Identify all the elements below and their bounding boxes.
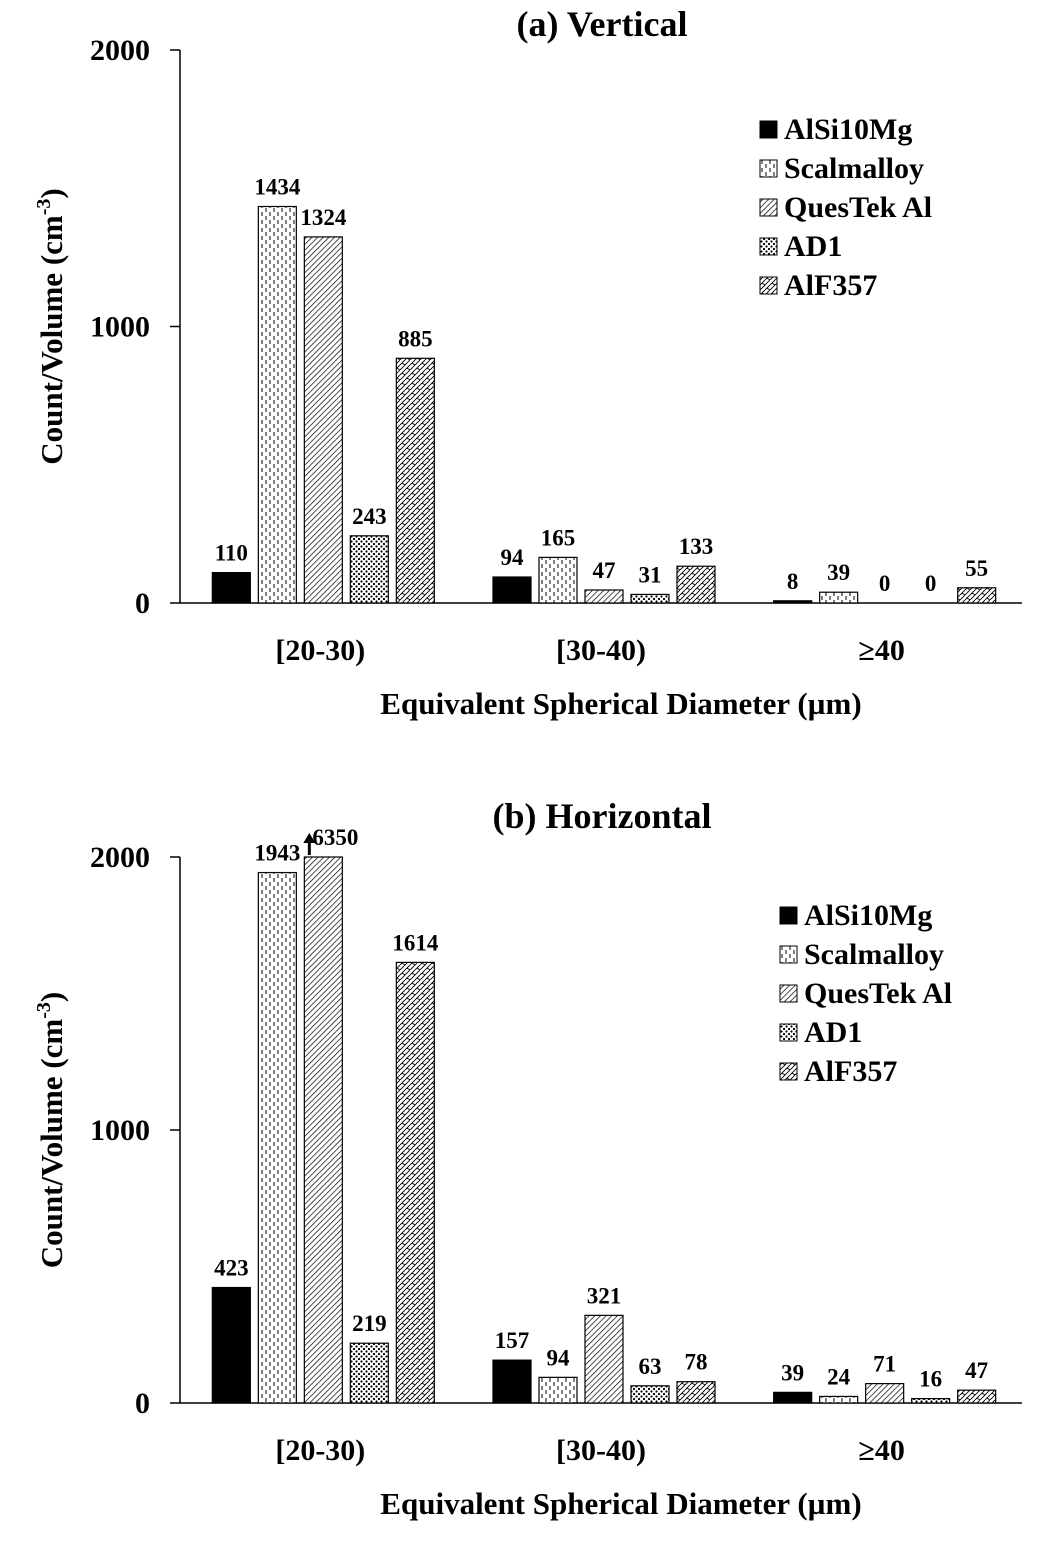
bar-value-label: 8 [787, 569, 799, 594]
bar-value-label: 94 [547, 1345, 571, 1370]
bar [630, 593, 670, 604]
bar-value-label: 219 [352, 1311, 387, 1336]
bar-value-label: 1943 [254, 841, 300, 866]
bar [676, 565, 716, 604]
bar [303, 236, 343, 604]
y-axis-label: Count/Volume (cm-3) [33, 992, 69, 1268]
bar [257, 205, 297, 604]
legend-swatch-icon [779, 945, 798, 964]
y-axis-label: Count/Volume (cm-3) [33, 188, 69, 464]
legend-swatch-icon [779, 1062, 798, 1081]
bar-value-label: 39 [781, 1360, 804, 1385]
bar [911, 1398, 951, 1404]
x-tick-label: [30-40) [556, 634, 646, 667]
y-tick-label: 0 [135, 587, 150, 620]
bar-value-label: 0 [925, 571, 937, 596]
bar-value-label: 1434 [254, 174, 301, 199]
bar-value-label: 39 [827, 560, 850, 585]
bar [349, 535, 389, 604]
bar [211, 571, 251, 604]
bar-value-label: 31 [639, 562, 662, 587]
bar-value-label: 885 [398, 326, 433, 351]
legend-swatch-icon [779, 906, 798, 925]
bar-value-label: 24 [827, 1364, 851, 1389]
bar [957, 1389, 997, 1404]
legend-item: AlSi10Mg [804, 899, 932, 932]
bar [584, 1314, 624, 1404]
x-axis-label: Equivalent Spherical Diameter (µm) [380, 1486, 861, 1521]
chart-horizontal: (b) Horizontal 0 1000 2000 Count/Volume (cm-… [0, 790, 1054, 1542]
legend-swatch-icon [779, 1023, 798, 1042]
chart-title: (b) Horizontal [493, 796, 712, 836]
bar-value-label: 1324 [300, 205, 347, 230]
legend-swatch-icon [759, 198, 778, 217]
x-tick-label: ≥40 [858, 634, 904, 667]
bar [538, 1376, 578, 1404]
y-tick-label: 2000 [90, 841, 150, 874]
bar-value-label: 71 [873, 1352, 896, 1377]
bar [538, 556, 578, 604]
legend-item: QuesTek Al [804, 977, 952, 1010]
x-tick-label: [30-40) [556, 1434, 646, 1467]
bar [773, 600, 813, 604]
bar [257, 871, 297, 1404]
legend-item: Scalmalloy [804, 938, 944, 971]
bar-value-label: 321 [587, 1283, 622, 1308]
bar [303, 856, 343, 1404]
bar [819, 1395, 859, 1404]
y-tick-label: 0 [135, 1387, 150, 1420]
x-tick-label: ≥40 [858, 1434, 904, 1467]
bar [492, 1359, 532, 1404]
bar-value-label: 47 [965, 1358, 988, 1383]
bar [395, 357, 435, 604]
legend-swatch-icon [759, 120, 778, 139]
legend-item: AlSi10Mg [784, 113, 912, 146]
bar [349, 1342, 389, 1404]
bar-value-label: 94 [501, 545, 525, 570]
legend-item: Scalmalloy [784, 152, 924, 185]
bar-value-label: 55 [965, 556, 988, 581]
bar-value-label: 1614 [392, 930, 439, 955]
x-tick-label: [20-30) [275, 634, 365, 667]
bar-value-label: 63 [639, 1354, 662, 1379]
bar-value-label: 78 [685, 1350, 708, 1375]
legend-swatch-icon [759, 276, 778, 295]
legend-item: AlF357 [784, 269, 877, 302]
legend-item: AD1 [804, 1016, 862, 1049]
bar-value-label: 6350 [312, 825, 358, 850]
legend-swatch-icon [779, 984, 798, 1003]
bar-value-label: 47 [593, 558, 616, 583]
bar [395, 961, 435, 1404]
y-tick-label: 1000 [90, 311, 150, 344]
x-axis-label: Equivalent Spherical Diameter (µm) [380, 686, 861, 721]
bar-value-label: 110 [215, 541, 248, 566]
chart-vertical: (a) Vertical 0 1000 2000 Count/Volume (cm-3)… [0, 0, 1054, 740]
chart-title: (a) Vertical [517, 4, 688, 44]
y-tick-label: 2000 [90, 34, 150, 67]
legend-item: AlF357 [804, 1055, 897, 1088]
bar-value-label: 133 [679, 534, 714, 559]
bar-value-label: 16 [919, 1367, 942, 1392]
bar [211, 1286, 251, 1404]
bar [492, 576, 532, 604]
bar-value-label: 157 [495, 1328, 530, 1353]
bar [773, 1391, 813, 1404]
bar-value-label: 243 [352, 504, 387, 529]
bar [676, 1381, 716, 1404]
bar [957, 587, 997, 604]
bar [865, 1383, 905, 1404]
bar-value-label: 0 [879, 571, 891, 596]
legend-item: QuesTek Al [784, 191, 932, 224]
legend-item: AD1 [784, 230, 842, 263]
legend-swatch-icon [759, 159, 778, 178]
x-tick-label: [20-30) [275, 1434, 365, 1467]
bar [819, 591, 859, 604]
legend-swatch-icon [759, 237, 778, 256]
y-tick-label: 1000 [90, 1114, 150, 1147]
bar [584, 589, 624, 604]
bar-value-label: 165 [541, 525, 576, 550]
bar-value-label: 423 [214, 1256, 249, 1281]
bar [630, 1385, 670, 1404]
